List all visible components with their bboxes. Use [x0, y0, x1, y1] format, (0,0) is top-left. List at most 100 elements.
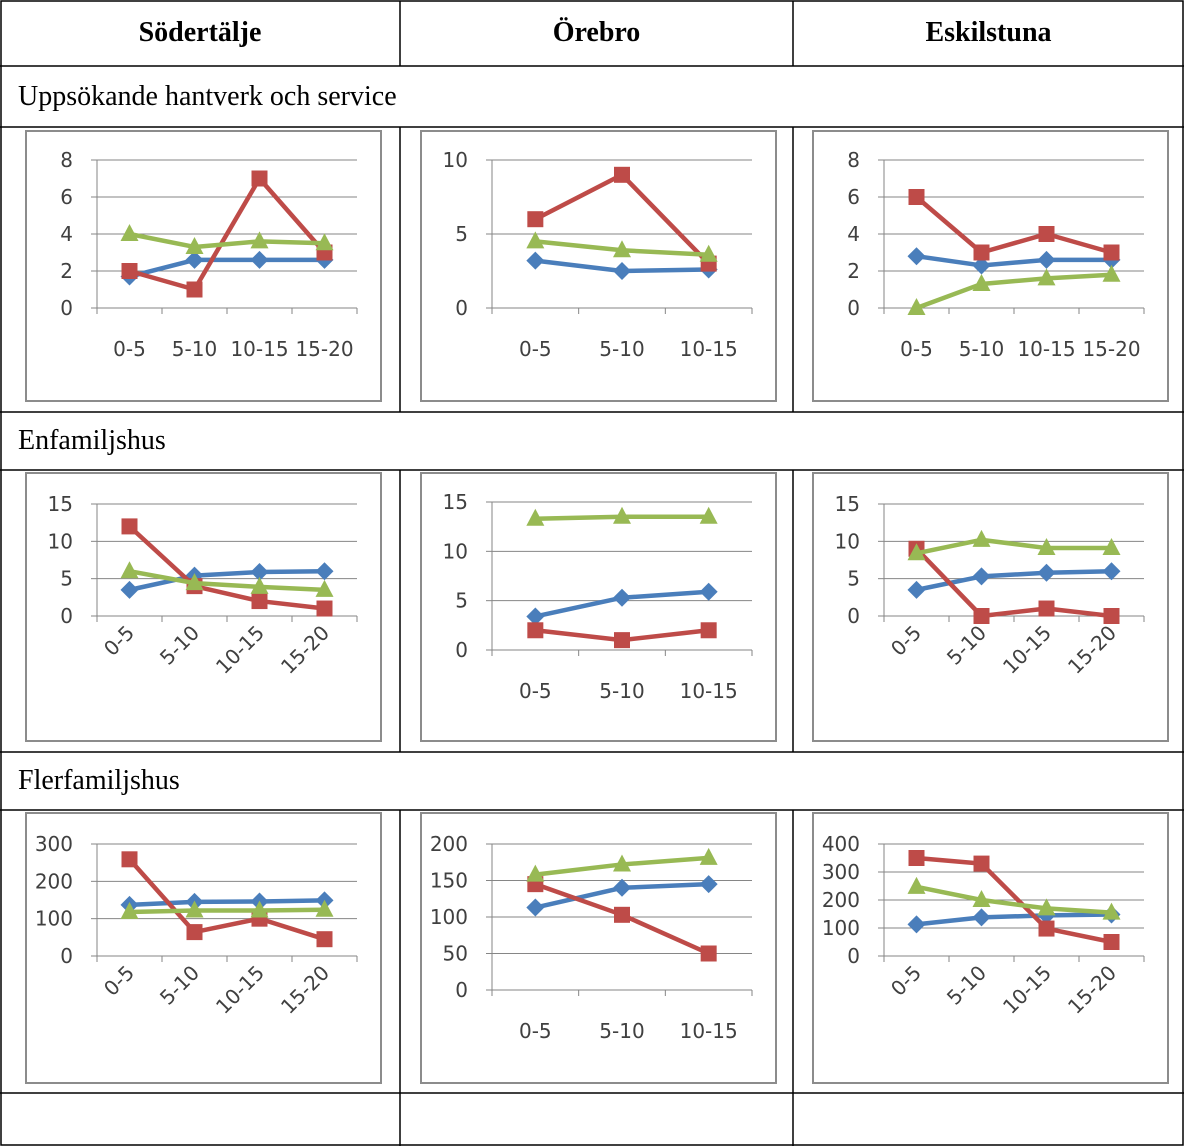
series-line-red [128, 176, 327, 292]
x-tick-label-3: 15-20 [1063, 621, 1121, 679]
x-tick-label-2: 10-15 [230, 337, 288, 361]
point-blue-0 [526, 607, 545, 626]
y-tick-label-1: 100 [35, 907, 73, 931]
point-blue-1 [972, 567, 991, 586]
point-red-0 [121, 518, 138, 535]
point-green-3 [315, 579, 334, 597]
series-line-green [915, 272, 1112, 311]
point-green-1 [185, 573, 204, 591]
section-label-flerfamiljshus: Flerfamiljshus [18, 765, 180, 796]
x-tick-label-2: 10-15 [211, 621, 269, 679]
x-tick-label-0: 0-5 [99, 621, 139, 661]
y-tick-label-1: 5 [60, 567, 73, 591]
y-tick-label-1: 100 [822, 916, 860, 940]
series-line-green [916, 884, 1112, 915]
point-blue-0 [907, 247, 926, 266]
y-tick-label-3: 15 [443, 490, 468, 514]
point-blue-3 [315, 562, 334, 581]
point-green-3 [1102, 264, 1121, 282]
x-tick-label-3: 15-20 [1063, 961, 1121, 1019]
x-tick-label-1: 5-10 [155, 961, 204, 1010]
y-tick-label-2: 10 [835, 529, 860, 553]
series-line-green [916, 537, 1112, 556]
chart-orebro-enfamiljshus: 0 5 10 15 0-5 5-10 10-15 [420, 472, 777, 742]
point-green-1 [185, 900, 204, 918]
point-blue-2 [1037, 250, 1056, 269]
point-red-1 [614, 166, 630, 183]
x-tick-label-0: 0-5 [900, 337, 933, 361]
point-blue-0 [120, 580, 139, 599]
chart-sodertalje-service: 0 2 4 6 8 0-5 5-10 10-15 15-20 [25, 130, 382, 402]
point-blue-2 [1037, 563, 1056, 582]
x-tick-label-3: 15-20 [276, 961, 334, 1019]
point-green-0 [907, 543, 926, 561]
point-red-2 [1038, 600, 1055, 617]
y-tick-label-2: 4 [60, 222, 73, 246]
series-line-red [916, 855, 1112, 945]
x-tick-label-1: 5-10 [942, 961, 991, 1010]
point-green-1 [613, 854, 631, 872]
point-blue-0 [526, 898, 545, 917]
point-red-1 [973, 855, 990, 872]
point-green-2 [699, 847, 718, 865]
series-line-blue [129, 568, 325, 593]
point-red-3 [316, 600, 333, 617]
point-green-0 [526, 508, 545, 526]
y-tick-label-1: 5 [455, 589, 468, 613]
point-red-0 [527, 622, 544, 639]
point-green-2 [1037, 538, 1056, 556]
x-tick-label-2: 10-15 [211, 961, 269, 1019]
x-tick-label-0: 0-5 [113, 337, 146, 361]
chart-eskilstuna-service: 0 2 4 6 8 0-5 5-10 10-15 15-20 [812, 130, 1169, 402]
y-tick-label-1: 5 [847, 567, 860, 591]
y-tick-label-1: 2 [847, 259, 860, 283]
point-red-2 [251, 593, 268, 610]
x-tick-label-2: 10-15 [998, 961, 1056, 1019]
point-red-2 [700, 622, 717, 639]
header-sodertalje: Södertälje [138, 17, 262, 48]
chart-eskilstuna-enfamiljshus: 0 5 10 15 0-5 5-10 10-15 15-20 [812, 472, 1169, 742]
x-tick-label-1: 5-10 [172, 337, 217, 361]
point-blue-2 [699, 582, 718, 601]
x-tick-label-1: 5-10 [599, 1019, 644, 1043]
point-green-2 [699, 244, 718, 262]
x-tick-label-2: 10-15 [1017, 337, 1075, 361]
header-orebro: Örebro [552, 17, 641, 48]
x-tick-label-0: 0-5 [99, 961, 139, 1001]
point-blue-2 [250, 250, 269, 269]
y-tick-label-0: 0 [60, 944, 73, 968]
x-tick-label-3: 15-20 [295, 337, 353, 361]
point-green-0 [120, 224, 139, 241]
point-green-1 [613, 506, 631, 524]
y-tick-label-4: 8 [60, 148, 73, 172]
point-green-2 [250, 231, 269, 249]
point-red-0 [908, 189, 925, 205]
chart-orebro-service: 0 5 10 0-5 5-10 10-15 [420, 130, 777, 402]
x-tick-label-1: 5-10 [959, 337, 1004, 361]
series-line-red [914, 547, 1112, 619]
point-green-0 [120, 901, 139, 919]
point-blue-1 [613, 588, 631, 607]
y-tick-label-3: 6 [847, 185, 860, 209]
point-red-2 [700, 945, 717, 962]
point-green-0 [907, 876, 926, 894]
point-green-1 [972, 529, 991, 547]
x-tick-label-2: 10-15 [680, 679, 738, 703]
chart-sodertalje-enfamiljshus: 0 5 10 15 0-5 5-10 10-15 15-20 [25, 472, 382, 742]
point-green-0 [526, 864, 545, 882]
y-tick-label-3: 15 [835, 492, 860, 516]
point-blue-2 [250, 562, 269, 581]
point-red-0 [121, 263, 138, 279]
chart-orebro-flerfamiljshus: 0 50 100 150 200 0-5 5-10 10-15 [420, 812, 777, 1084]
point-green-1 [613, 240, 631, 258]
point-red-1 [614, 906, 630, 923]
y-tick-label-2: 100 [430, 905, 468, 929]
series-line-green [129, 231, 325, 250]
point-green-2 [1037, 898, 1056, 916]
point-blue-1 [613, 262, 631, 280]
y-tick-label-0: 0 [455, 296, 468, 320]
y-tick-label-0: 0 [455, 978, 468, 1002]
x-tick-label-0: 0-5 [886, 961, 926, 1001]
x-tick-label-2: 10-15 [680, 1019, 738, 1043]
